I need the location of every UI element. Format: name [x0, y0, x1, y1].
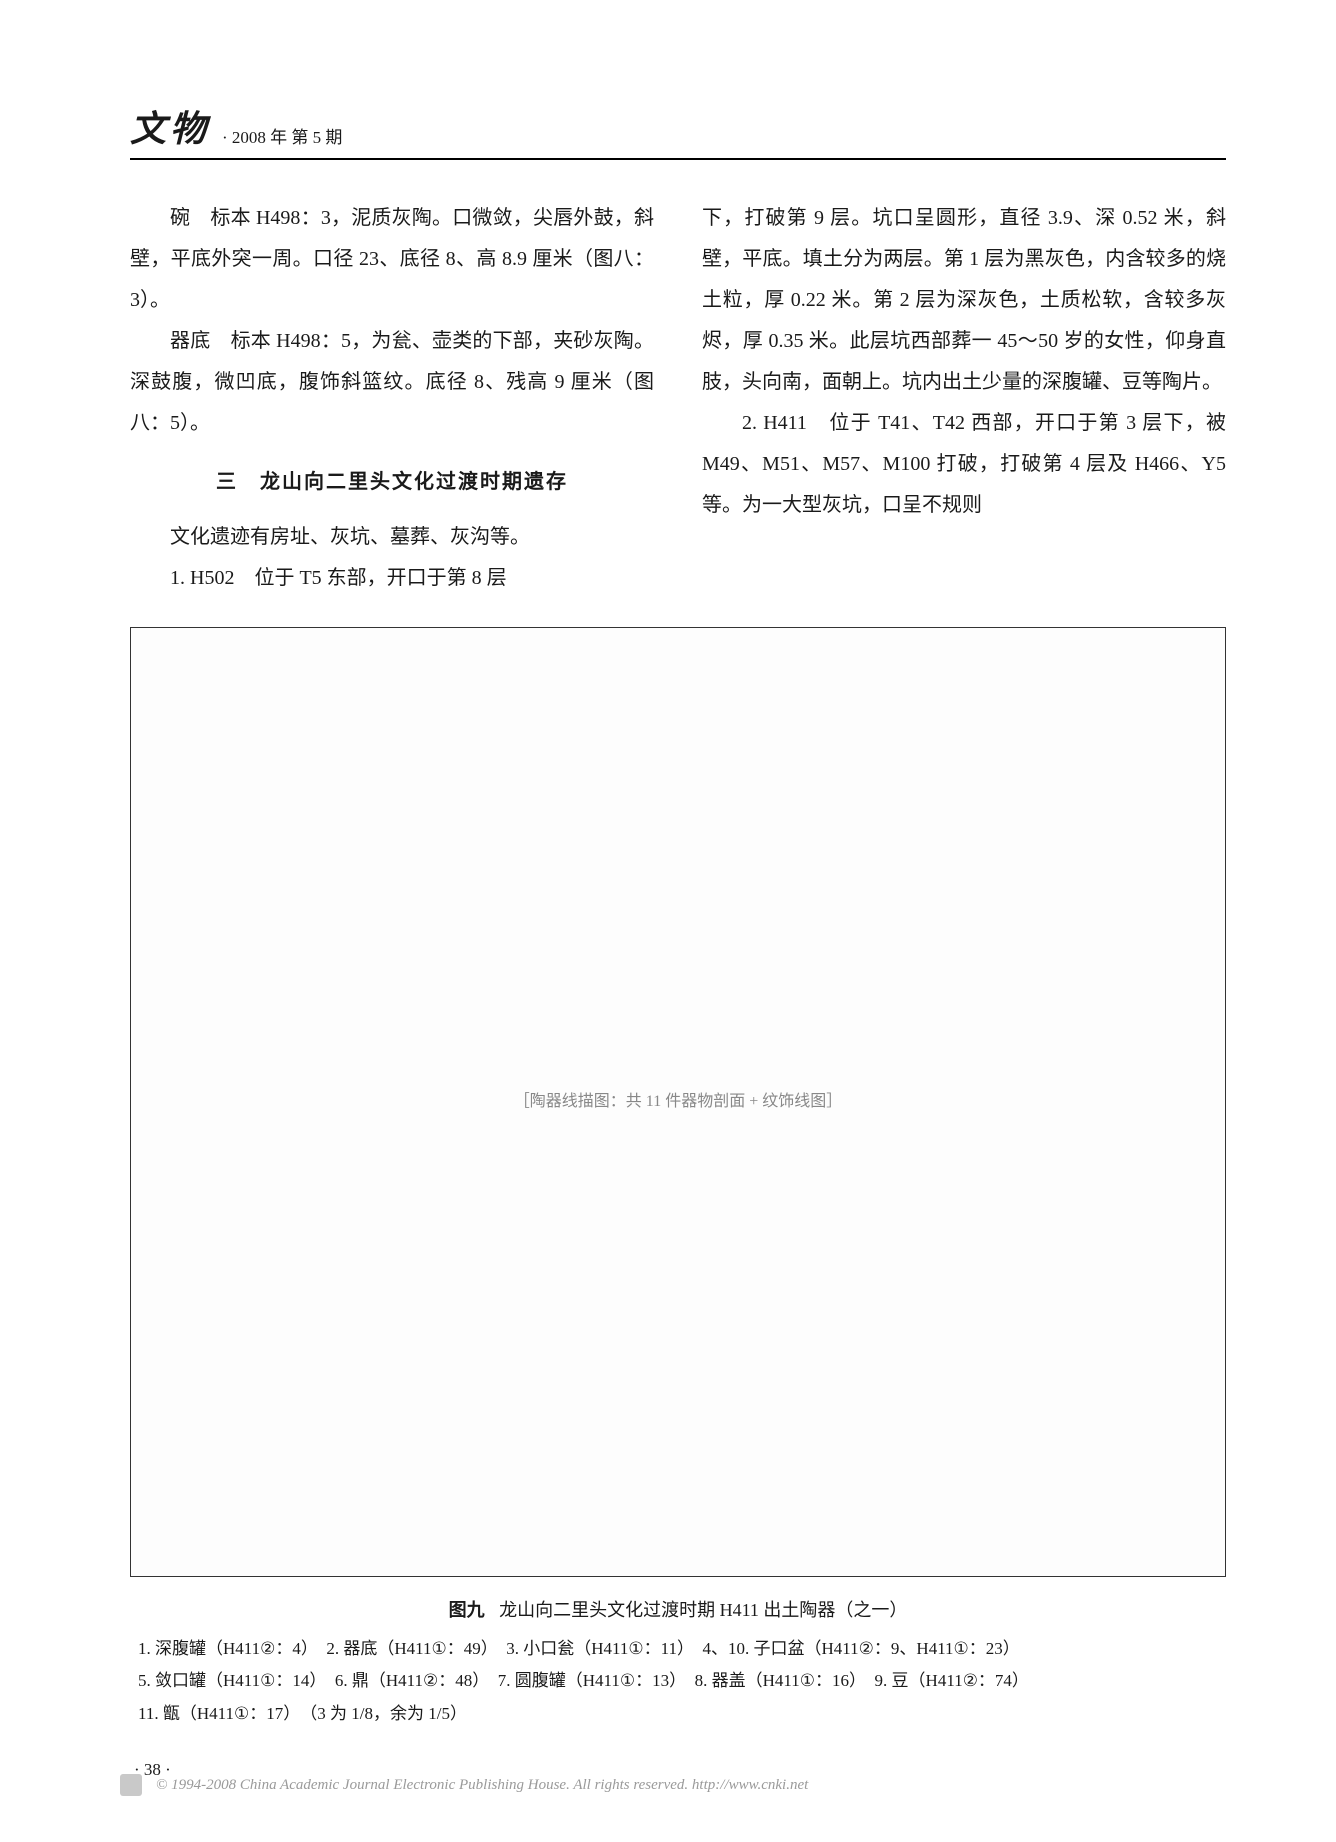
caption-line: 11. 甑（H411①：17） （3 为 1/8，余为 1/5） — [138, 1698, 1218, 1730]
paragraph: 文化遗迹有房址、灰坑、墓葬、灰沟等。 — [130, 517, 654, 558]
figure-item-list: 1. 深腹罐（H411②：4） 2. 器底（H411①：49） 3. 小口瓮（H… — [130, 1633, 1226, 1730]
paragraph: 2. H411 位于 T41、T42 西部，开口于第 3 层下，被 M49、M5… — [702, 403, 1226, 526]
figure-caption-title: 图九 龙山向二里头文化过渡时期 H411 出土陶器（之一） — [130, 1593, 1226, 1627]
cnki-logo-icon — [120, 1774, 142, 1796]
footer: © 1994-2008 China Academic Journal Elect… — [120, 1774, 808, 1796]
two-column-body: 碗 标本 H498：3，泥质灰陶。口微敛，尖唇外鼓，斜壁，平底外突一周。口径 2… — [130, 198, 1226, 599]
figure-placeholder-text: ［陶器线描图：共 11 件器物剖面 + 纹饰线图］ — [514, 1088, 842, 1117]
paragraph: 器底 标本 H498：5，为瓮、壶类的下部，夹砂灰陶。深鼓腹，微凹底，腹饰斜篮纹… — [130, 321, 654, 444]
paragraph: 碗 标本 H498：3，泥质灰陶。口微敛，尖唇外鼓，斜壁，平底外突一周。口径 2… — [130, 198, 654, 321]
left-column: 碗 标本 H498：3，泥质灰陶。口微敛，尖唇外鼓，斜壁，平底外突一周。口径 2… — [130, 198, 654, 599]
figure-title-text: 龙山向二里头文化过渡时期 H411 出土陶器（之一） — [499, 1600, 907, 1620]
section-heading: 三 龙山向二里头文化过渡时期遗存 — [130, 462, 654, 503]
figure-9-pottery-drawings: ［陶器线描图：共 11 件器物剖面 + 纹饰线图］ — [130, 627, 1226, 1577]
page: 文物 · 2008 年 第 5 期 碗 标本 H498：3，泥质灰陶。口微敛，尖… — [0, 0, 1336, 1842]
journal-logo: 文物 — [130, 100, 210, 152]
caption-line: 1. 深腹罐（H411②：4） 2. 器底（H411①：49） 3. 小口瓮（H… — [138, 1633, 1218, 1665]
header: 文物 · 2008 年 第 5 期 — [130, 100, 1226, 160]
caption-line: 5. 敛口罐（H411①：14） 6. 鼎（H411②：48） 7. 圆腹罐（H… — [138, 1665, 1218, 1697]
paragraph: 1. H502 位于 T5 东部，开口于第 8 层 — [130, 558, 654, 599]
paragraph: 下，打破第 9 层。坑口呈圆形，直径 3.9、深 0.52 米，斜壁，平底。填土… — [702, 198, 1226, 403]
figure-caption: 图九 龙山向二里头文化过渡时期 H411 出土陶器（之一） 1. 深腹罐（H41… — [130, 1593, 1226, 1730]
footer-text: © 1994-2008 China Academic Journal Elect… — [156, 1777, 808, 1794]
issue-label: · 2008 年 第 5 期 — [222, 123, 342, 152]
figure-label: 图九 — [449, 1600, 485, 1620]
right-column: 下，打破第 9 层。坑口呈圆形，直径 3.9、深 0.52 米，斜壁，平底。填土… — [702, 198, 1226, 599]
